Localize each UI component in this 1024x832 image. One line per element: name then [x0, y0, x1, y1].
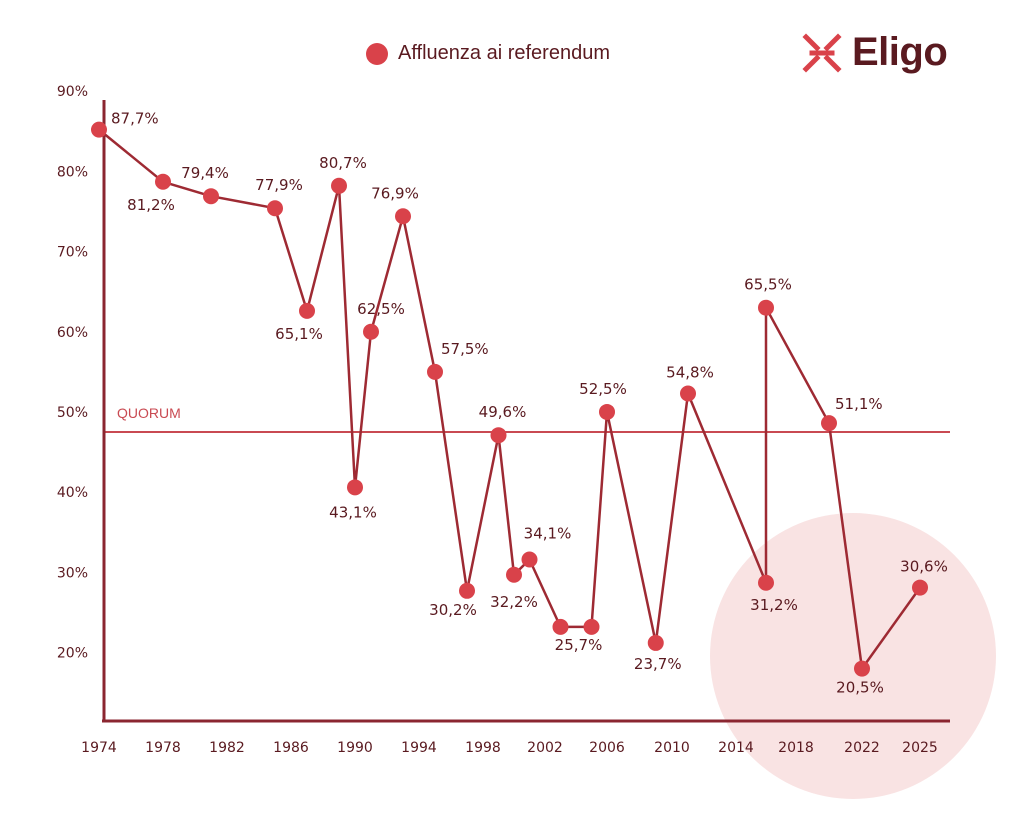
x-tick-label: 2025 [902, 740, 938, 756]
data-point [459, 582, 475, 599]
data-point [552, 618, 569, 635]
data-point [331, 177, 347, 194]
logo-text: Eligo [852, 30, 948, 74]
data-label: 23,7% [634, 655, 682, 673]
data-label: 30,2% [429, 601, 477, 619]
data-point [506, 566, 522, 583]
eligo-logo-icon [802, 32, 842, 73]
data-label: 32,2% [490, 593, 538, 611]
data-label: 87,7% [111, 110, 159, 128]
data-point [680, 385, 696, 402]
x-tick-label: 1978 [145, 740, 181, 756]
x-tick-label: 1982 [209, 740, 245, 756]
data-label: 51,1% [835, 395, 883, 413]
data-point [203, 188, 219, 205]
data-label: 65,1% [275, 325, 323, 343]
x-tick-label: 1990 [337, 740, 373, 756]
x-tick-label: 2002 [527, 740, 563, 756]
x-tick-label: 2022 [844, 740, 880, 756]
series-line [98, 128, 922, 670]
data-label: 77,9% [255, 176, 303, 194]
x-tick-label: 2018 [778, 740, 814, 756]
data-point [490, 427, 507, 444]
quorum-label: QUORUM [117, 405, 181, 421]
data-point [521, 551, 538, 568]
data-point [647, 634, 664, 651]
data-label: 31,2% [750, 596, 798, 614]
x-tick-label: 1994 [401, 740, 437, 756]
data-point [91, 121, 107, 138]
data-label: 30,6% [900, 558, 948, 576]
y-tick-label: 90% [57, 84, 88, 100]
data-label: 76,9% [371, 184, 419, 202]
data-point [912, 579, 928, 596]
data-label: 65,5% [744, 276, 792, 294]
data-label: 81,2% [127, 196, 175, 214]
data-point [583, 618, 600, 635]
data-point [758, 299, 774, 316]
y-tick-label: 30% [57, 565, 88, 581]
data-label: 57,5% [441, 340, 489, 358]
data-label: 25,7% [555, 636, 603, 654]
data-label: 62,5% [357, 300, 405, 318]
data-label: 79,4% [181, 164, 229, 182]
y-tick-label: 60% [57, 325, 88, 341]
data-point [427, 363, 443, 380]
data-label: 52,5% [579, 380, 627, 398]
y-tick-label: 20% [57, 646, 88, 662]
legend-label: Affluenza ai referendum [398, 42, 610, 64]
data-label: 80,7% [319, 154, 367, 172]
data-point [395, 208, 411, 225]
data-point [299, 302, 315, 319]
legend: Affluenza ai referendum [366, 42, 610, 65]
data-label: 34,1% [524, 525, 572, 543]
data-label: 43,1% [329, 503, 377, 521]
y-tick-label: 80% [57, 164, 88, 180]
x-tick-label: 1986 [273, 740, 309, 756]
highlight-circle [710, 513, 996, 799]
data-point [347, 479, 363, 496]
x-tick-label: 2014 [718, 740, 754, 756]
data-label: 49,6% [479, 403, 527, 421]
x-tick-label: 1998 [465, 740, 501, 756]
data-label: 20,5% [836, 679, 884, 697]
y-tick-label: 40% [57, 485, 88, 501]
legend-marker [366, 42, 388, 65]
y-tick-label: 70% [57, 245, 88, 261]
data-point [363, 323, 379, 340]
brand-logo: Eligo [802, 30, 948, 75]
y-tick-label: 50% [57, 405, 88, 421]
data-point [155, 173, 171, 190]
data-label: 54,8% [666, 364, 714, 382]
data-point [758, 574, 774, 591]
data-point [599, 403, 615, 420]
x-tick-label: 2010 [654, 740, 690, 756]
x-tick-label: 2006 [589, 740, 625, 756]
x-tick-label: 1974 [81, 740, 117, 756]
data-point [821, 415, 837, 432]
data-point [854, 660, 870, 677]
data-point [267, 200, 283, 217]
